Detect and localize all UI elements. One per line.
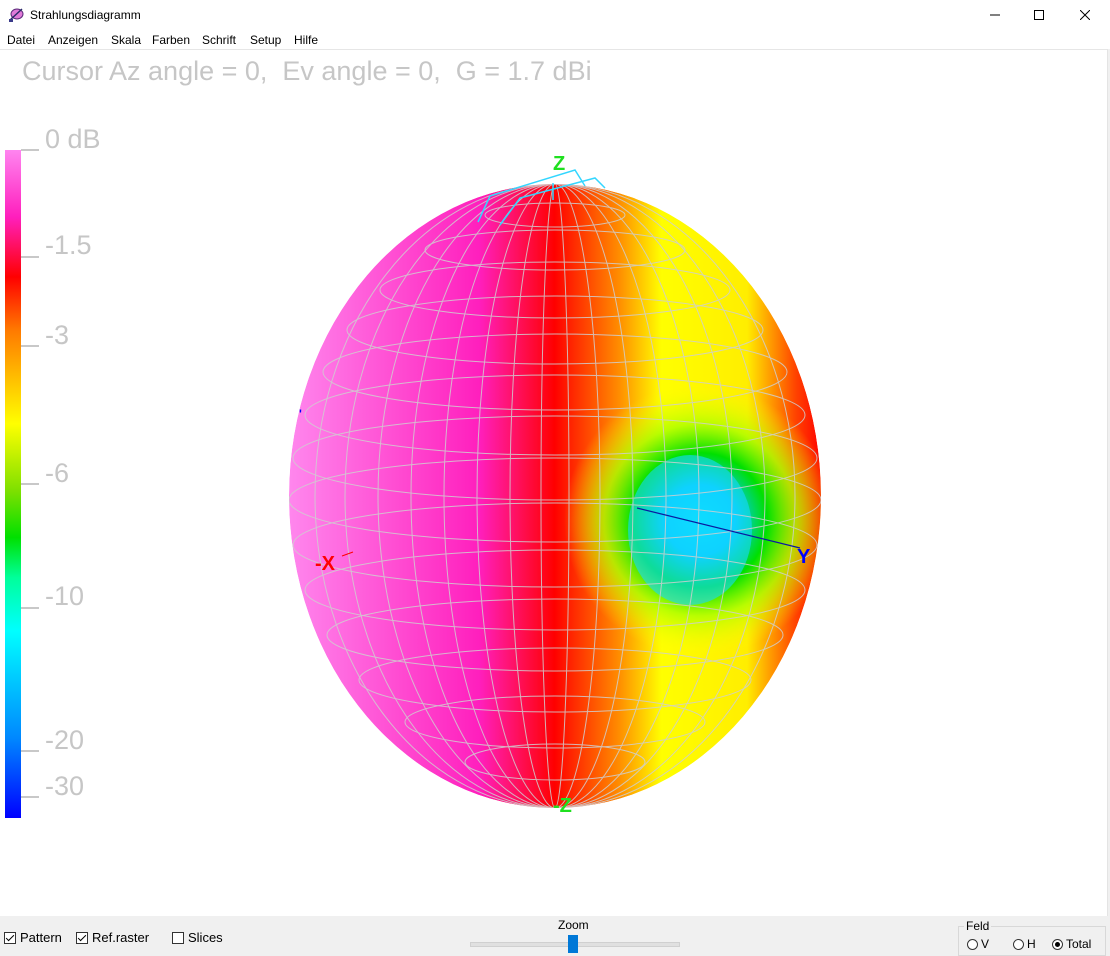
axis-label-neg-z: -Z bbox=[553, 795, 572, 817]
menu-anzeigen[interactable]: Anzeigen bbox=[48, 33, 99, 47]
pattern-label: Pattern bbox=[20, 930, 62, 945]
radio-v-circle[interactable] bbox=[967, 938, 978, 950]
menu-skala[interactable]: Skala bbox=[111, 33, 142, 47]
window-edge bbox=[1107, 49, 1110, 916]
scale-label-4: -10 bbox=[45, 581, 85, 611]
refraster-checkbox-box[interactable] bbox=[76, 931, 88, 944]
x-axis-line bbox=[341, 551, 354, 557]
app-icon bbox=[9, 8, 24, 22]
refraster-checkbox[interactable]: Ref.raster bbox=[76, 930, 149, 945]
feld-radio-h[interactable]: H bbox=[1013, 937, 1036, 951]
scale-tick bbox=[21, 149, 39, 151]
axis-label-y: Y bbox=[797, 546, 811, 568]
scale-label-3: -6 bbox=[45, 458, 70, 488]
window-title: Strahlungsdiagramm bbox=[30, 8, 141, 22]
scale-label-6: -30 bbox=[45, 771, 85, 801]
menu-farben[interactable]: Farben bbox=[152, 33, 191, 47]
scale-label-5: -20 bbox=[45, 725, 85, 755]
axis-label-z: Z bbox=[553, 153, 565, 175]
menu-bar: Datei Anzeigen Skala Farben Schrift Setu… bbox=[0, 30, 1110, 50]
pattern-checkbox[interactable]: Pattern bbox=[4, 930, 62, 945]
feld-radio-total[interactable]: Total bbox=[1052, 937, 1091, 951]
pattern-checkbox-box[interactable] bbox=[4, 931, 16, 944]
radio-h-circle[interactable] bbox=[1013, 938, 1024, 950]
feld-radio-v[interactable]: V bbox=[967, 937, 989, 951]
refraster-label: Ref.raster bbox=[92, 930, 150, 945]
z-reference-lines bbox=[477, 169, 606, 226]
slices-label: Slices bbox=[188, 930, 223, 945]
sphere-surface bbox=[289, 184, 821, 808]
bottom-toolbar bbox=[0, 916, 1110, 956]
y-axis-line bbox=[636, 507, 801, 549]
scale-tick bbox=[21, 256, 39, 258]
scale-tick bbox=[21, 796, 39, 798]
scale-label-2: -3 bbox=[45, 320, 70, 350]
radiation-pattern-3d[interactable]: ' Z -Z -X Y bbox=[0, 0, 1110, 916]
scale-tick bbox=[21, 345, 39, 347]
zoom-label: Zoom bbox=[558, 918, 589, 932]
maximize-button[interactable] bbox=[1016, 0, 1062, 30]
menu-schrift[interactable]: Schrift bbox=[202, 33, 237, 47]
scale-tick bbox=[21, 483, 39, 485]
zoom-slider-thumb[interactable] bbox=[568, 935, 578, 953]
minimize-button[interactable] bbox=[972, 0, 1018, 30]
menu-hilfe[interactable]: Hilfe bbox=[294, 33, 319, 47]
menu-setup[interactable]: Setup bbox=[250, 33, 282, 47]
scale-label-0: 0 dB bbox=[45, 124, 101, 154]
feld-label: Feld bbox=[964, 919, 992, 933]
close-icon bbox=[1080, 10, 1090, 20]
radio-v-label: V bbox=[981, 937, 990, 951]
menu-datei[interactable]: Datei bbox=[7, 33, 36, 47]
title-bar: Strahlungsdiagramm bbox=[0, 0, 1110, 30]
axis-tick-mark: ' bbox=[299, 407, 302, 421]
close-button[interactable] bbox=[1062, 0, 1108, 30]
color-scale-bar bbox=[5, 150, 21, 818]
slices-checkbox[interactable]: Slices bbox=[172, 930, 223, 945]
cursor-readout: Cursor Az angle = 0, Ev angle = 0, G = 1… bbox=[22, 56, 592, 86]
scale-label-1: -1.5 bbox=[45, 230, 92, 260]
scale-tick bbox=[21, 607, 39, 609]
minimize-icon bbox=[990, 14, 1000, 16]
maximize-icon bbox=[1034, 10, 1044, 20]
slices-checkbox-box[interactable] bbox=[172, 931, 184, 944]
radio-total-circle[interactable] bbox=[1052, 938, 1063, 950]
axis-label-neg-x: -X bbox=[315, 553, 336, 575]
scale-tick bbox=[21, 750, 39, 752]
radio-h-label: H bbox=[1027, 937, 1036, 951]
radio-total-label: Total bbox=[1066, 937, 1092, 951]
